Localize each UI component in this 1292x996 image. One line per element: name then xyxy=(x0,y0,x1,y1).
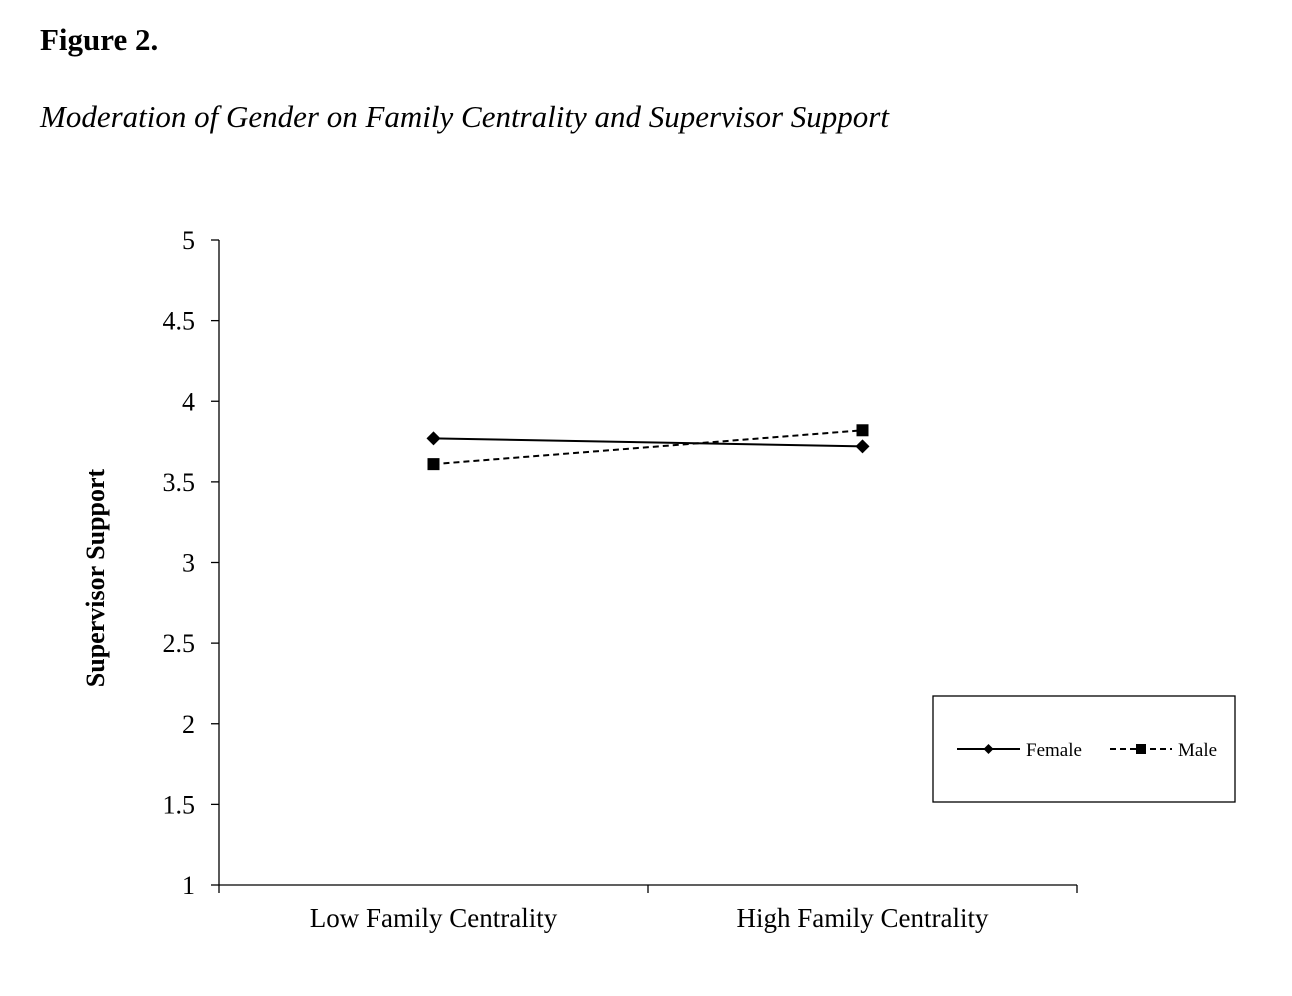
y-tick-label: 3.5 xyxy=(163,468,196,497)
legend-diamond-marker xyxy=(983,744,994,754)
series-line xyxy=(433,437,863,448)
series-female xyxy=(426,431,870,454)
diamond-marker xyxy=(426,431,441,446)
axes: 1 1.5 2 2.5 3 3.5 4 4.5 5 Low Family Centrality Hi… xyxy=(81,226,1078,933)
series-line xyxy=(433,429,863,466)
x-category-label: High Family Centrality xyxy=(737,903,989,933)
series-layer xyxy=(426,424,870,471)
diamond-marker xyxy=(855,439,870,454)
square-marker xyxy=(427,458,440,471)
square-marker xyxy=(856,424,869,437)
figure-caption: Moderation of Gender on Family Centralit… xyxy=(40,99,889,134)
figure-label: Figure 2. xyxy=(40,22,159,57)
series-male xyxy=(427,424,869,471)
y-axis-title: Supervisor Support xyxy=(81,468,110,687)
y-tick-label: 1.5 xyxy=(163,790,196,819)
legend-square-marker xyxy=(1136,744,1146,754)
y-tick-label: 1 xyxy=(182,871,195,900)
legend-label-male: Male xyxy=(1178,740,1217,761)
y-tick-label: 4.5 xyxy=(163,307,196,336)
y-tick-label: 5 xyxy=(182,226,195,255)
legend: Female Male xyxy=(932,695,1236,803)
y-tick-label: 2.5 xyxy=(163,629,196,658)
y-tick-label: 4 xyxy=(182,387,195,416)
x-category-label: Low Family Centrality xyxy=(310,903,558,933)
y-tick-label: 2 xyxy=(182,710,195,739)
legend-label-female: Female xyxy=(1026,740,1082,761)
y-tick-label: 3 xyxy=(182,549,195,578)
